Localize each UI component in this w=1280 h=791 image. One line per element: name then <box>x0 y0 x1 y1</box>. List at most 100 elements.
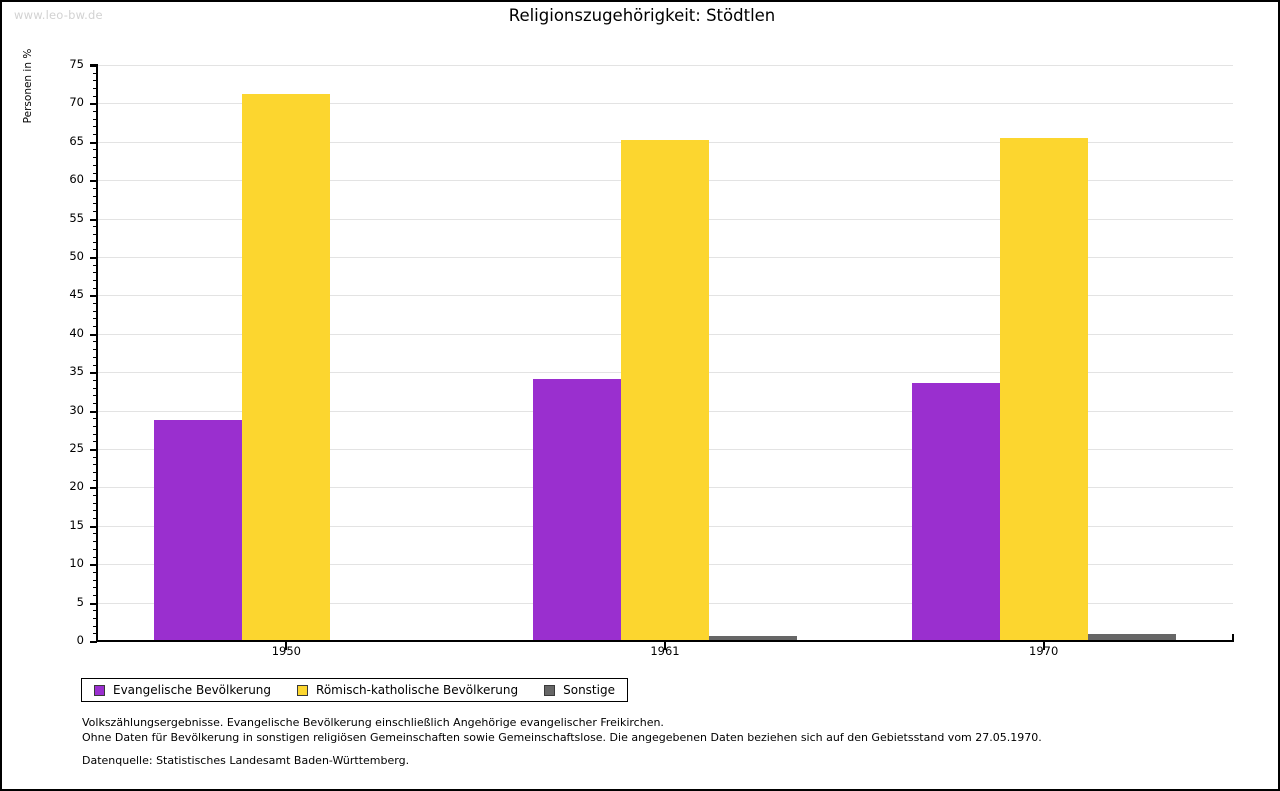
gridline <box>97 103 1233 105</box>
y-axis-minor-tick <box>93 349 97 351</box>
y-axis-minor-tick <box>93 456 97 458</box>
y-axis-minor-tick <box>93 587 97 589</box>
y-axis-tick <box>90 525 97 528</box>
y-axis-minor-tick <box>93 310 97 312</box>
legend-entry[interactable]: Evangelische Bevölkerung <box>94 683 271 697</box>
page-title: Religionszugehörigkeit: Stödtlen <box>508 6 776 25</box>
y-axis-minor-tick <box>93 226 97 228</box>
legend-swatch-icon <box>94 684 105 696</box>
bar <box>621 139 709 641</box>
y-axis-minor-tick <box>93 118 97 120</box>
y-axis-minor-tick <box>93 272 97 274</box>
plot-area <box>97 65 1233 641</box>
bar <box>154 419 243 641</box>
y-axis-minor-tick <box>93 111 97 113</box>
y-axis-minor-tick <box>93 518 97 520</box>
bars-layer <box>97 65 1233 641</box>
y-axis-minor-tick <box>93 126 97 128</box>
y-axis-minor-tick <box>93 203 97 205</box>
y-axis-minor-tick <box>93 425 97 427</box>
y-axis-tick-label: 25 <box>69 441 84 455</box>
chart-legend: Evangelische Bevölkerung Römisch-katholis… <box>81 678 628 702</box>
y-axis-tick-label: 20 <box>69 479 84 494</box>
y-axis-minor-tick <box>93 172 97 174</box>
y-axis-tick <box>90 218 97 221</box>
y-axis-tick-label: 70 <box>69 95 84 110</box>
y-axis-minor-tick <box>93 402 97 404</box>
legend-label: Sonstige <box>563 683 615 697</box>
x-axis-tick-label: 1961 <box>650 644 680 658</box>
y-axis-minor-tick <box>93 395 97 397</box>
y-axis-minor-tick <box>93 233 97 235</box>
y-axis-tick <box>90 410 97 413</box>
y-axis-minor-tick <box>93 341 97 343</box>
y-axis-minor-tick <box>93 187 97 189</box>
legend-entry[interactable]: Sonstige <box>544 683 615 697</box>
watermark-label: www.leo-bw.de <box>14 8 103 22</box>
legend-swatch-icon <box>544 684 556 696</box>
y-axis-tick <box>90 641 97 643</box>
y-axis-tick <box>90 487 97 490</box>
y-axis-minor-tick <box>93 149 97 151</box>
y-axis-minor-tick <box>93 495 97 497</box>
bar <box>533 379 621 641</box>
bar <box>911 382 1000 641</box>
y-axis-tick-label: 15 <box>69 517 84 532</box>
y-axis-tick-label: 5 <box>76 594 84 609</box>
y-axis-minor-tick <box>93 533 97 535</box>
y-axis-tick-label: 60 <box>69 172 84 187</box>
y-axis-minor-tick <box>93 502 97 504</box>
y-axis-tick-label: 45 <box>69 287 84 302</box>
footnotes: Volkszählungsergebnisse. Evangelische Be… <box>82 715 1042 745</box>
y-axis-tick <box>90 449 97 451</box>
y-axis-minor-tick <box>93 326 97 328</box>
y-axis-minor-tick <box>93 594 97 596</box>
y-axis-minor-tick <box>93 134 97 136</box>
y-axis-tick <box>90 333 97 336</box>
y-axis-minor-tick <box>93 625 97 627</box>
x-axis-tick-label: 1950 <box>271 644 301 658</box>
y-axis-minor-tick <box>93 556 97 558</box>
y-axis-tick-label: 65 <box>69 133 84 148</box>
y-axis-tick-label: 10 <box>69 556 84 571</box>
y-axis-minor-tick <box>93 387 97 389</box>
bar <box>999 137 1088 641</box>
bar <box>709 636 797 641</box>
bar <box>1087 634 1176 641</box>
footnote-line-2: Ohne Daten für Bevölkerung in sonstigen … <box>82 731 1042 744</box>
y-axis-minor-tick <box>93 617 97 619</box>
y-axis-minor-tick <box>93 157 97 159</box>
footnote-line-1: Volkszählungsergebnisse. Evangelische Be… <box>82 716 664 729</box>
y-axis-minor-tick <box>93 280 97 282</box>
y-axis-line <box>96 64 98 642</box>
y-axis-minor-tick <box>93 548 97 550</box>
y-axis-tick <box>90 103 97 106</box>
y-axis-tick <box>90 602 97 605</box>
x-axis-right-cap <box>1232 634 1234 642</box>
y-axis-tick <box>90 564 97 567</box>
y-axis-minor-tick <box>93 479 97 481</box>
y-axis-minor-tick <box>93 510 97 512</box>
y-axis-tick-label: 75 <box>69 57 84 71</box>
y-axis-minor-tick <box>93 210 97 212</box>
y-axis-minor-tick <box>93 610 97 612</box>
y-axis-minor-tick <box>93 88 97 90</box>
y-axis-title: Personen in % <box>22 48 34 124</box>
legend-entry[interactable]: Römisch-katholische Bevölkerung <box>297 683 518 697</box>
y-axis-tick-label: 40 <box>69 325 84 340</box>
y-axis-minor-tick <box>93 164 97 166</box>
y-axis-tick <box>90 295 97 298</box>
x-axis-tick <box>664 642 666 650</box>
y-axis-minor-tick <box>93 287 97 289</box>
y-axis-minor-tick <box>93 264 97 266</box>
y-axis-minor-tick <box>93 571 97 573</box>
y-axis-minor-tick <box>93 72 97 74</box>
x-axis-tick <box>285 642 288 650</box>
gridline <box>97 65 1233 66</box>
y-axis-minor-tick <box>93 418 97 420</box>
y-axis-minor-tick <box>93 356 97 358</box>
y-axis-minor-tick <box>93 433 97 435</box>
y-axis-minor-tick <box>93 472 97 474</box>
y-axis-minor-tick <box>93 241 97 243</box>
